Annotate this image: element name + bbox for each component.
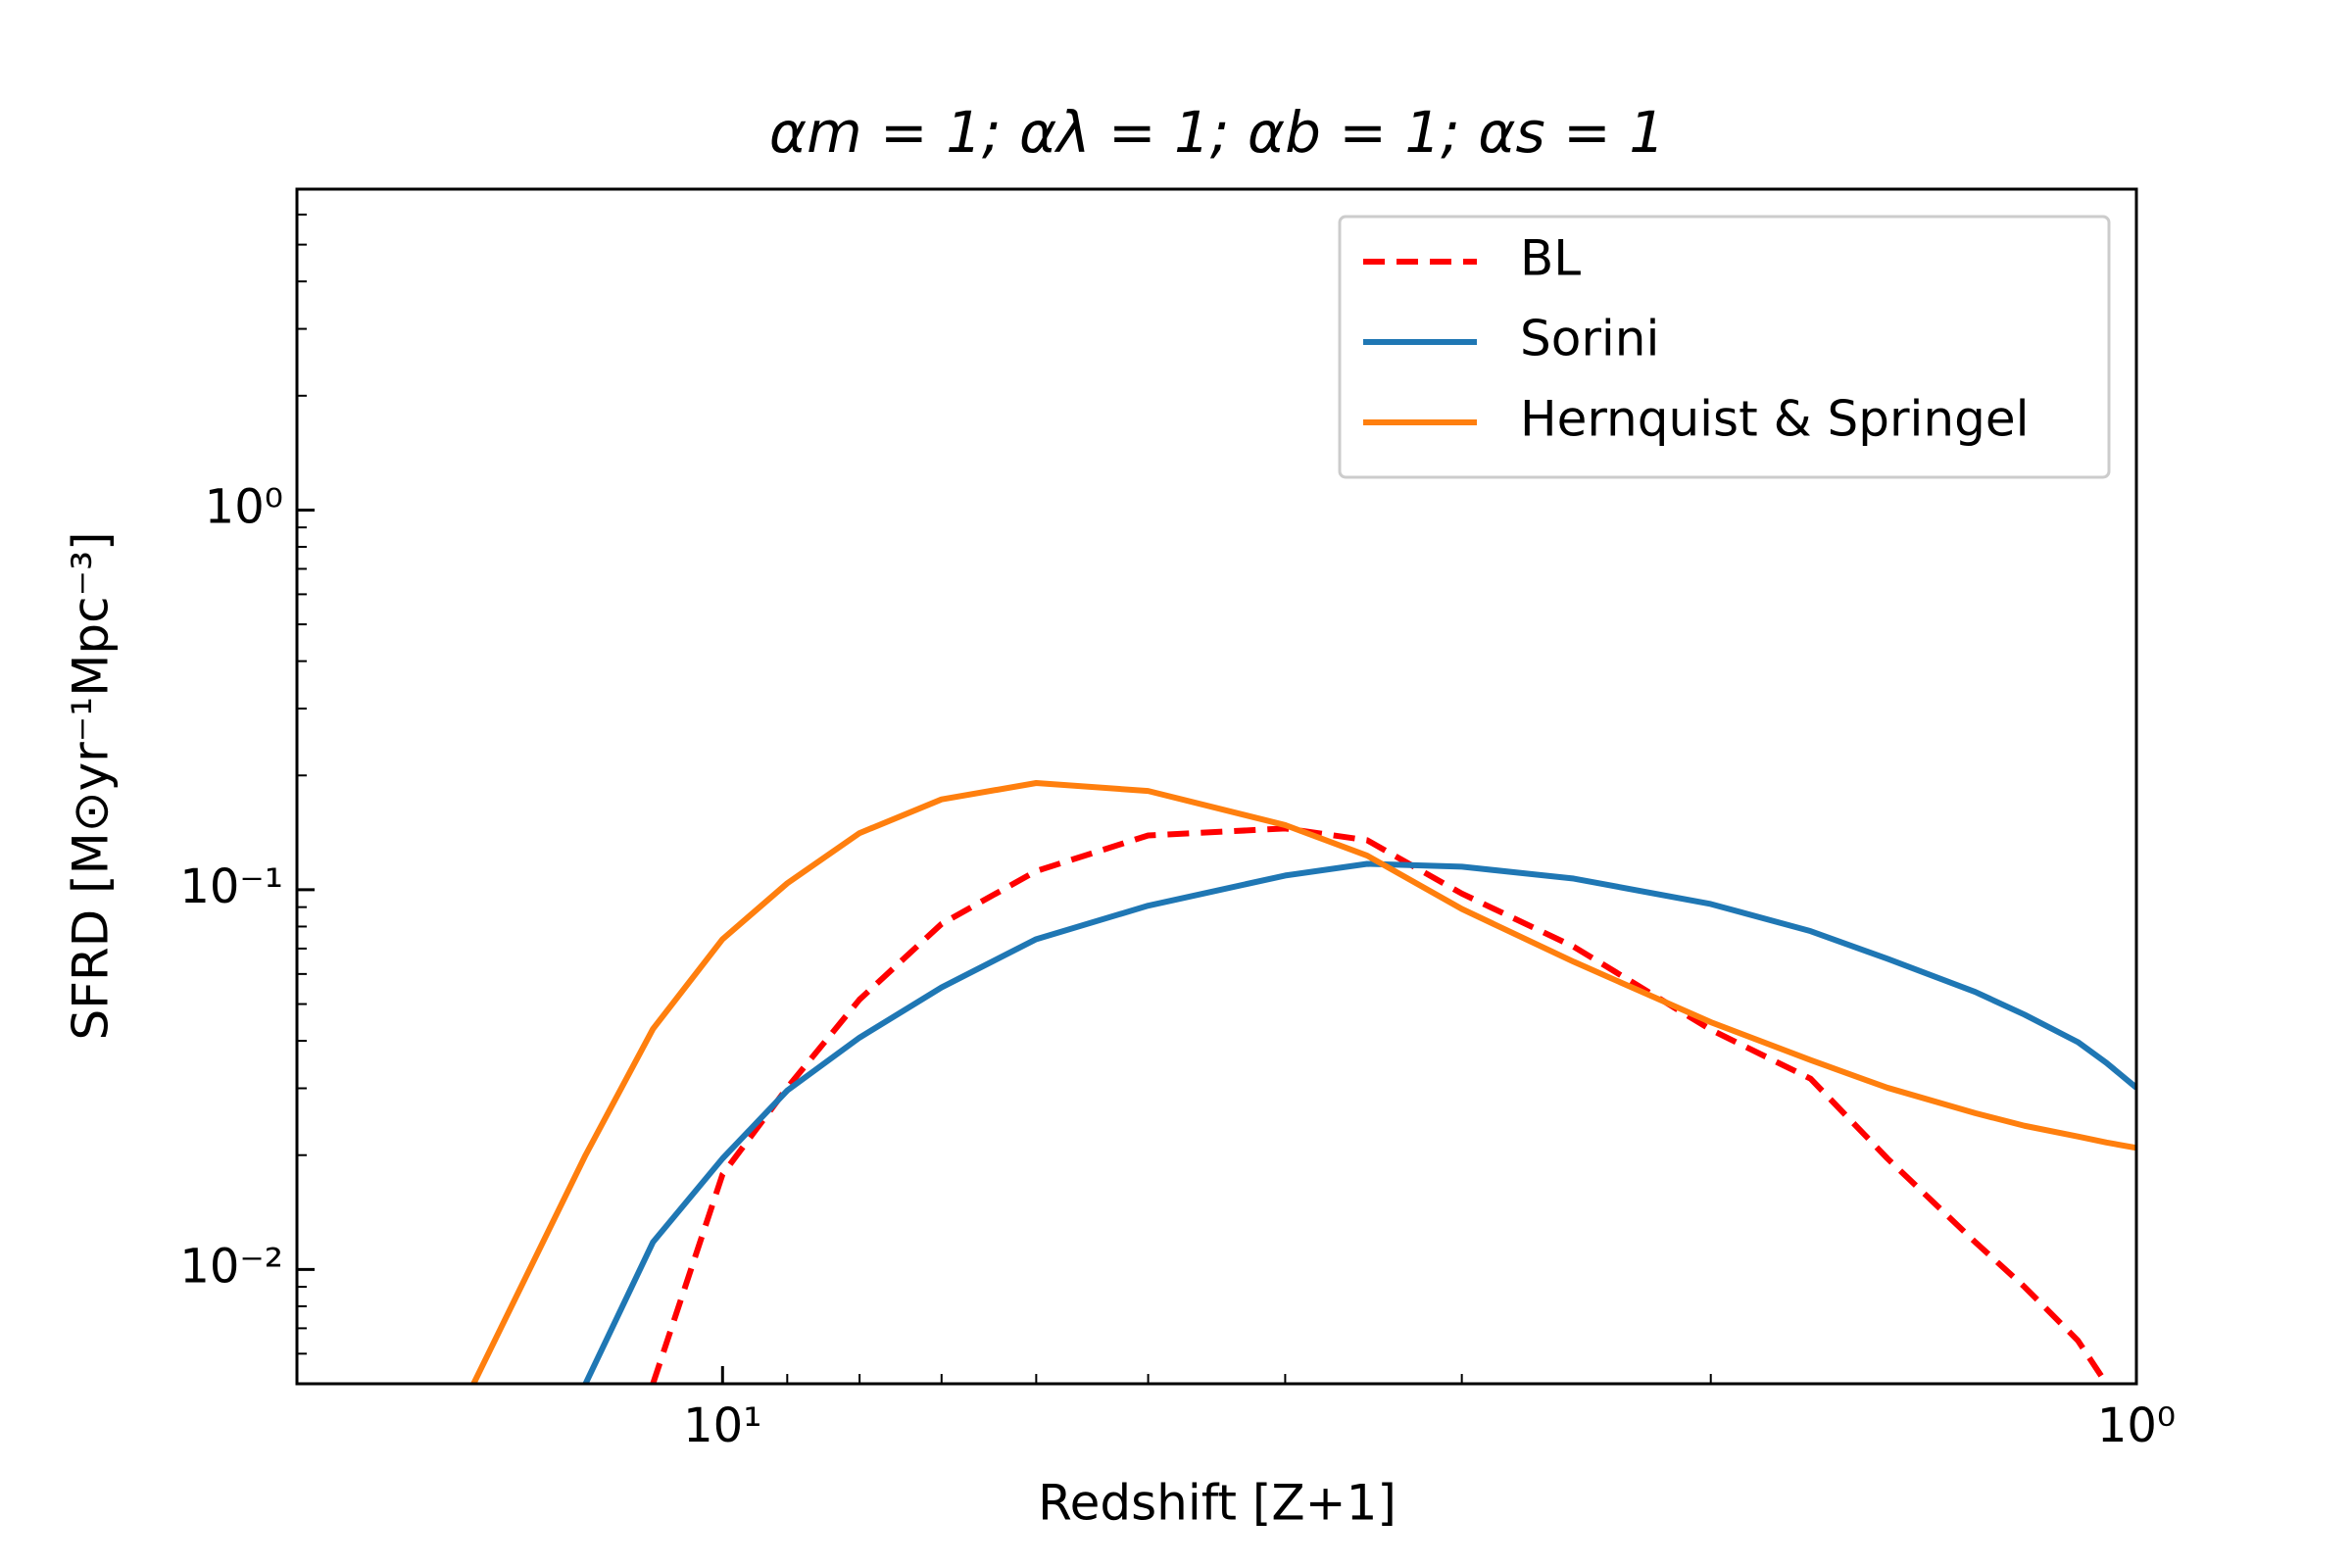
series-line bbox=[650, 825, 2109, 1384]
y-tick-label: 10⁻² bbox=[179, 1239, 283, 1294]
legend-label: BL bbox=[1520, 230, 1581, 287]
x-tick-label: 10⁰ bbox=[2097, 1398, 2176, 1453]
series-line bbox=[582, 860, 2136, 1384]
y-tick-label: 10⁰ bbox=[205, 479, 283, 534]
y-tick-label: 10⁻¹ bbox=[179, 859, 283, 914]
x-tick-label: 10¹ bbox=[683, 1398, 761, 1453]
legend-label: Hernquist & Springel bbox=[1520, 391, 2029, 448]
legend: BL Sorini Hernquist & Springel bbox=[1338, 215, 2111, 479]
x-axis-label: Redshift [Z+1] bbox=[1038, 1475, 1396, 1532]
chart-title: αm = 1; αλ = 1; αb = 1; αs = 1 bbox=[769, 99, 1665, 166]
series-line bbox=[470, 780, 2136, 1384]
legend-box bbox=[1338, 215, 2111, 479]
legend-label: Sorini bbox=[1520, 311, 1659, 368]
plot-area bbox=[470, 780, 2136, 1384]
y-axis-label: SFRD [M⊙yr⁻¹Mpc⁻³] bbox=[63, 531, 120, 1040]
plot-frame bbox=[295, 187, 2138, 1386]
